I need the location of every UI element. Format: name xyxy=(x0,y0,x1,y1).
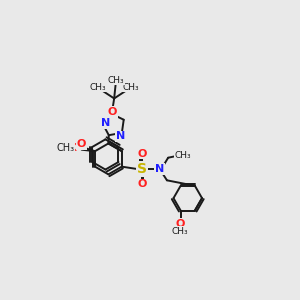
Text: CH₃: CH₃ xyxy=(171,227,188,236)
Text: CH₃: CH₃ xyxy=(89,83,106,92)
Text: CH₃: CH₃ xyxy=(56,143,74,153)
Text: O: O xyxy=(175,219,184,229)
Text: N: N xyxy=(101,118,111,128)
Text: CH₃: CH₃ xyxy=(175,151,191,160)
Text: S: S xyxy=(137,162,147,176)
Text: O: O xyxy=(77,139,86,149)
Text: N: N xyxy=(155,164,164,174)
Text: O: O xyxy=(137,179,146,190)
Text: CH₃: CH₃ xyxy=(107,76,124,85)
Text: O: O xyxy=(137,148,146,159)
Text: CH₃: CH₃ xyxy=(122,83,139,92)
Text: O: O xyxy=(108,107,117,117)
Text: O: O xyxy=(70,143,79,153)
Text: N: N xyxy=(116,131,125,141)
